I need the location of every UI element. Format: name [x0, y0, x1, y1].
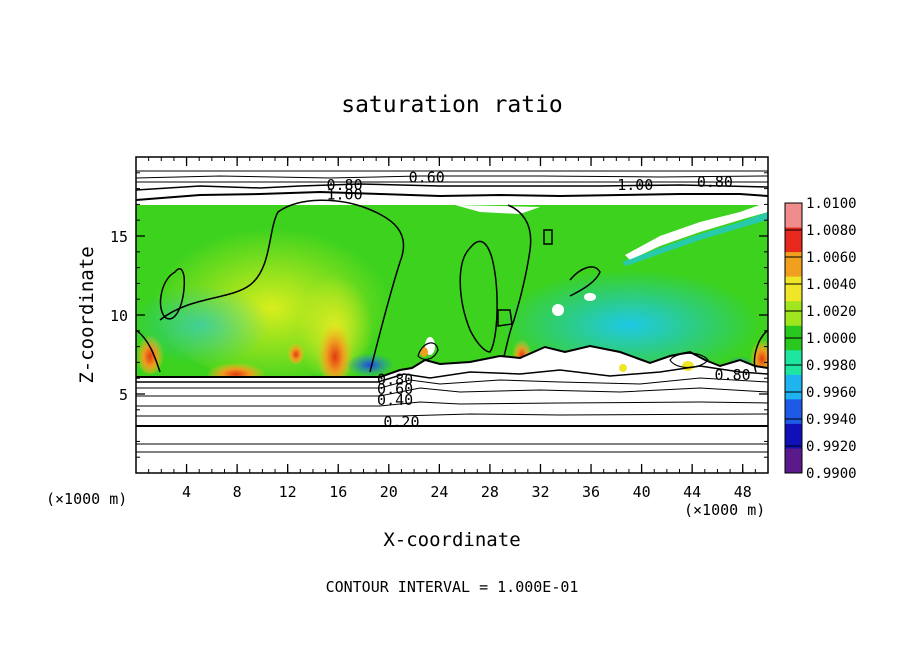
colorbar-label: 0.9900 [806, 466, 857, 482]
contour-100-base [136, 344, 768, 378]
contour-080-base [136, 365, 768, 383]
x-axis-title: X-coordinate [383, 529, 520, 551]
subsat-spot-18 [346, 353, 394, 377]
contour-lower-3 [136, 413, 768, 417]
colorbar-swatch [785, 252, 802, 278]
contour-interval-footer: CONTOUR INTERVAL = 1.000E-01 [326, 578, 579, 596]
contour-lower-4 [136, 387, 768, 397]
x-tick-label: 24 [430, 483, 448, 501]
colorbar-swatch [785, 203, 802, 229]
contour-100-left-loop [159, 268, 186, 320]
contour-cell-22 [417, 342, 439, 360]
colorbar-label: 1.0000 [806, 331, 857, 347]
colorbar-label: 1.0060 [806, 250, 857, 266]
x-tick-label: 44 [683, 483, 701, 501]
contour-label: 0.60 [377, 380, 413, 398]
contour-small-loop-32 [543, 229, 553, 245]
contour-label: 1.00 [617, 176, 653, 194]
y-tick-label: 5 [119, 386, 128, 404]
colorbar-label: 0.9920 [806, 439, 857, 455]
x-unit-left: (×1000 m) [46, 490, 127, 508]
contour-label: 0.20 [383, 413, 419, 431]
contour-100-west-cell [159, 199, 405, 373]
subsat-band-west [136, 285, 270, 365]
contour-label: 0.80 [697, 173, 733, 191]
x-tick-label: 20 [380, 483, 398, 501]
contour-label: 0.40 [377, 391, 413, 409]
x-tick-label: 36 [582, 483, 600, 501]
x-unit-right: (×1000 m) [684, 501, 765, 519]
colorbar-label: 1.0100 [806, 196, 857, 212]
orange-plume-14 [287, 340, 305, 364]
colorbar-swatch [785, 374, 802, 400]
pocket-39-yellow [619, 364, 627, 372]
contour-small-loop-29 [497, 309, 513, 327]
colorbar-label: 1.0040 [806, 277, 857, 293]
dry-anvil-edge [625, 202, 768, 260]
y-tick-label: 10 [110, 307, 128, 325]
pocket-34-white [584, 293, 596, 301]
contour-100-right-edge [753, 329, 768, 373]
colorbar-swatch [785, 423, 802, 449]
contour-label: 1.00 [326, 186, 362, 204]
plot-area [136, 157, 768, 473]
colorbar-swatch [785, 227, 802, 253]
x-tick-label: 12 [279, 483, 297, 501]
contour-label: 0.80 [715, 366, 751, 384]
contour-040 [136, 401, 768, 407]
contour-100-32-plume [503, 204, 532, 357]
upper-dry-layer [136, 157, 768, 204]
contour-cell-44 [669, 352, 709, 369]
contour-100-left-edge [136, 329, 161, 373]
subsat-anvil-edge [622, 212, 768, 266]
colorbar-swatch [785, 276, 802, 302]
colorbar-label: 1.0080 [806, 223, 857, 239]
contour-label: 0.80 [377, 371, 413, 389]
x-tick-label: 8 [233, 483, 242, 501]
contour-label: 0.80 [326, 176, 362, 194]
x-tick-label: 4 [182, 483, 191, 501]
x-tick-label: 40 [633, 483, 651, 501]
contour-060 [136, 377, 768, 389]
colorbar: 0.9900 0.9920 0.9940 0.9960 0.9980 1.0000 1.00… [784, 196, 857, 482]
x-tick-label: 48 [734, 483, 752, 501]
contour-100-top [136, 190, 768, 201]
colorbar-label: 0.9980 [806, 358, 857, 374]
x-tick-label: 32 [531, 483, 549, 501]
contour-spur-36 [569, 266, 601, 297]
x-tick-label: 16 [329, 483, 347, 501]
contour-080-top [136, 183, 768, 191]
colorbar-swatch [785, 448, 802, 474]
colorbar-swatch [785, 399, 802, 425]
contour-100-26-plume [459, 240, 498, 353]
chart-title: saturation ratio [341, 92, 563, 118]
pocket-44-yellow [682, 361, 694, 371]
contour-lines [136, 170, 768, 453]
contour-label-layer: 0.600.801.001.00 0.800.800.600.400.200.80 [326, 168, 751, 431]
colorbar-label: 0.9960 [806, 385, 857, 401]
pocket-33-white [552, 304, 564, 316]
orange-plume-16 [317, 316, 353, 384]
pocket-22-orange [420, 347, 428, 357]
colorbar-label: 1.0020 [806, 304, 857, 320]
contour-060-top [136, 175, 768, 179]
colorbar-swatch [785, 350, 802, 376]
y-tick-label: 15 [110, 228, 128, 246]
x-tick-label: 28 [481, 483, 499, 501]
colorbar-swatch [785, 301, 802, 327]
colorbar-label: 0.9940 [806, 412, 857, 428]
contour-label: 0.60 [409, 168, 445, 186]
y-axis-title: Z-coordinate [76, 246, 98, 383]
